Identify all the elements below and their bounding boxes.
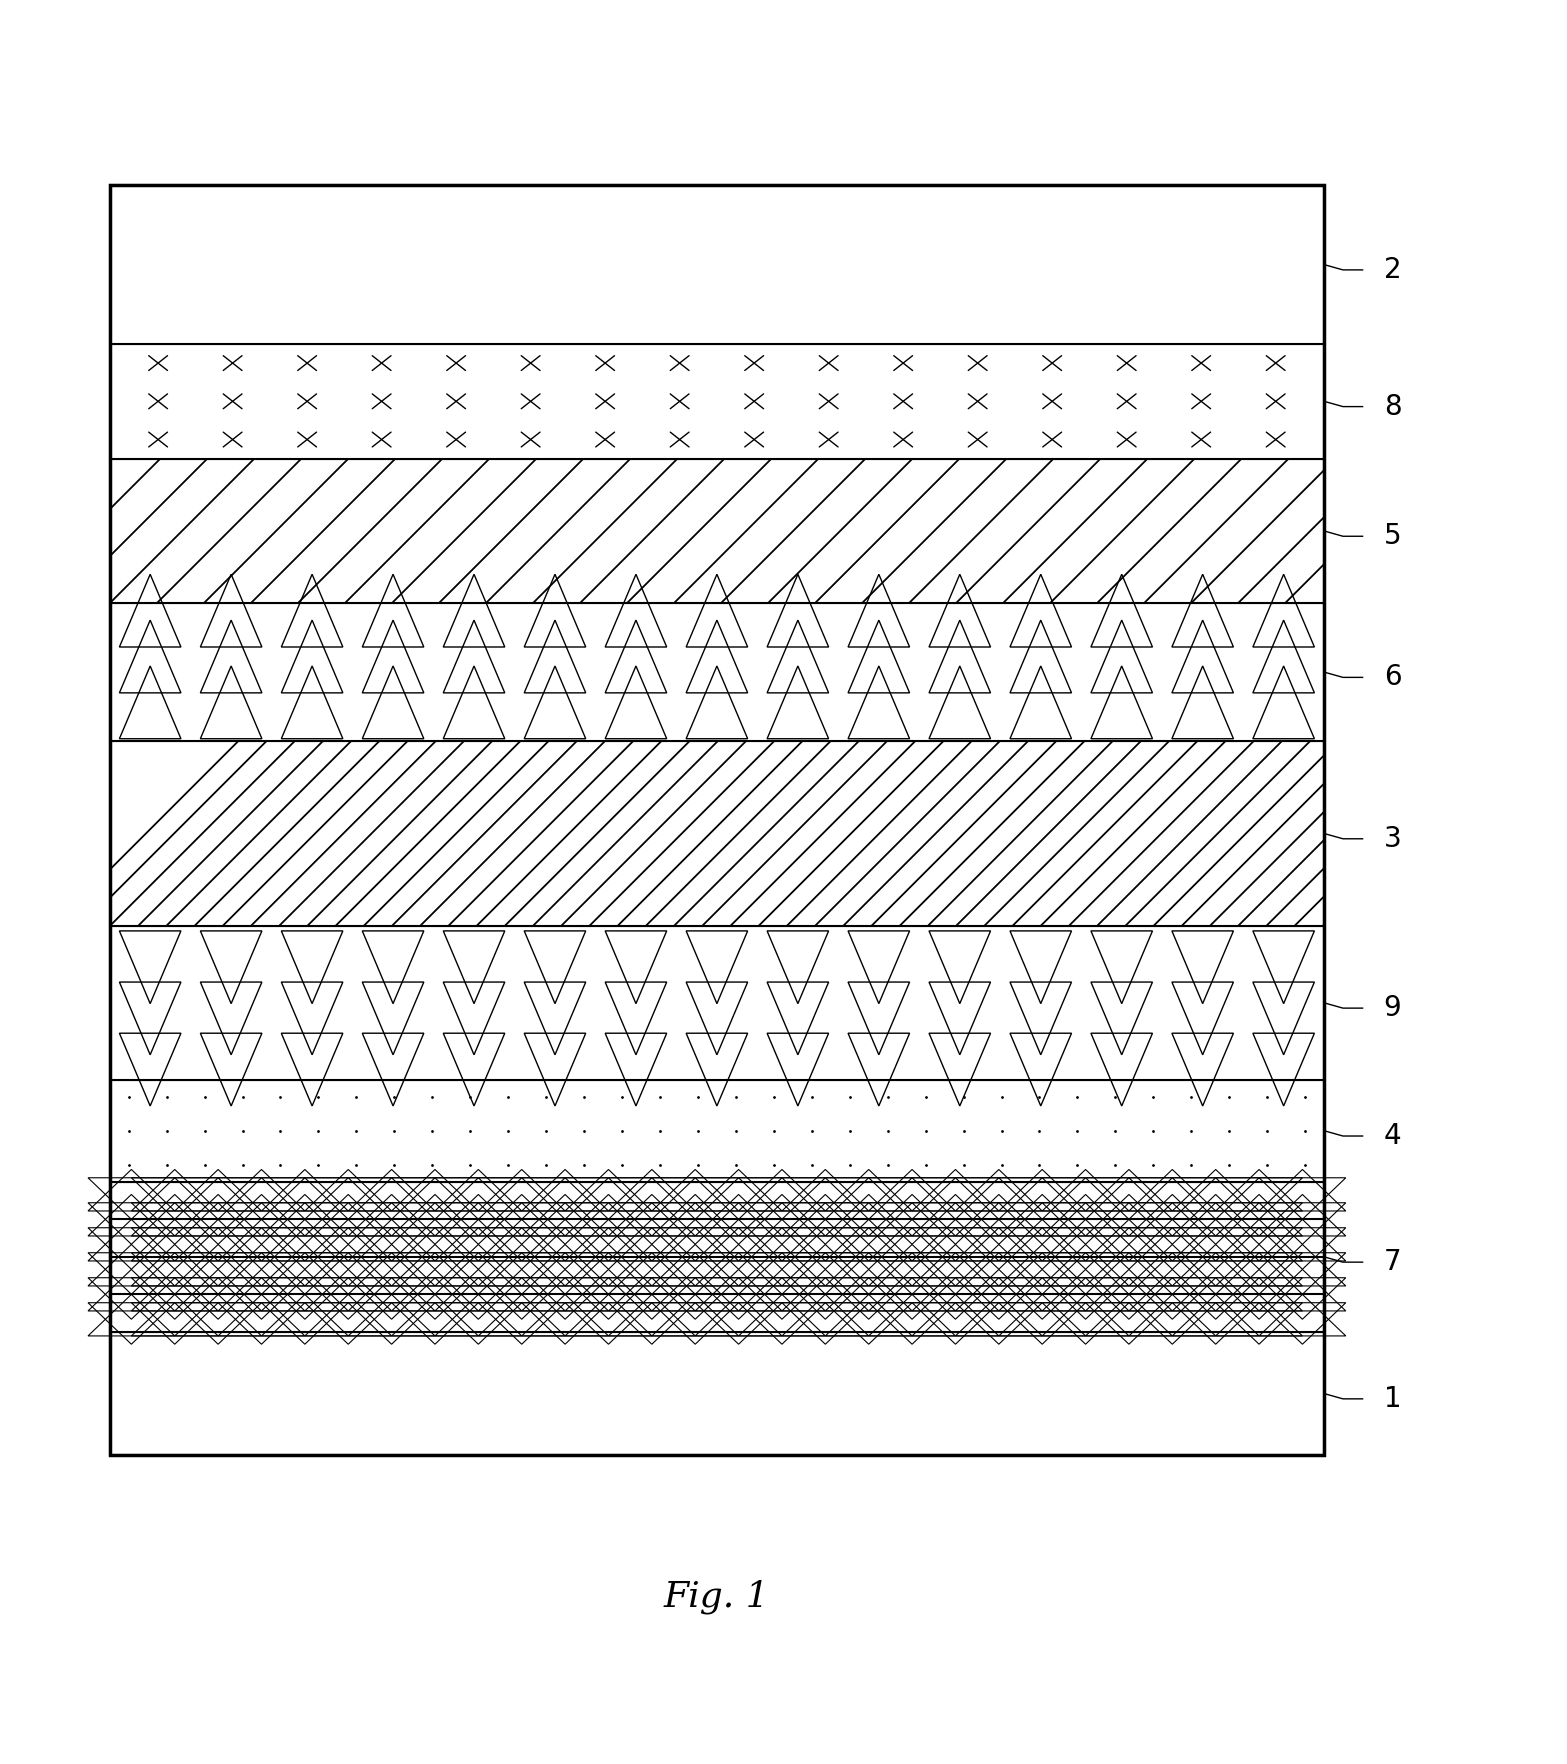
Bar [110,603,1324,741]
Text: 5: 5 [1384,522,1401,550]
Bar [110,926,1324,1080]
Text: 6: 6 [1384,663,1401,691]
Text: 9: 9 [1384,995,1401,1021]
Bar [110,344,1324,459]
Bar [110,459,1324,603]
Text: 7: 7 [1384,1249,1401,1275]
Text: 2: 2 [1384,256,1401,284]
Bar [110,741,1324,926]
Text: 1: 1 [1384,1385,1401,1413]
Text: Fig. 1: Fig. 1 [664,1579,769,1614]
Bar [110,1080,1324,1182]
Text: 8: 8 [1384,393,1401,420]
Bar [110,1332,1324,1455]
Bar [110,1182,1324,1332]
Text: 3: 3 [1384,826,1401,852]
Bar [110,185,1324,1455]
Text: 4: 4 [1384,1122,1401,1150]
Bar [110,185,1324,344]
